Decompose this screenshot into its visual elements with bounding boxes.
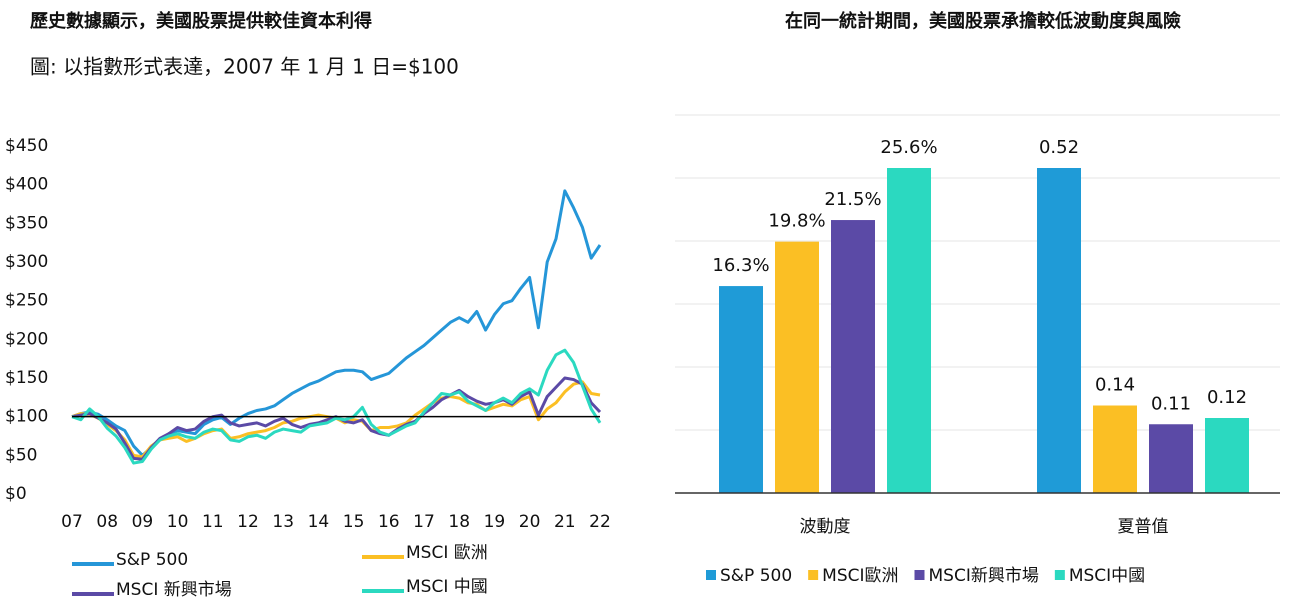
- x-tick-label: 18: [448, 512, 470, 532]
- legend-label: MSCI 歐洲: [406, 543, 488, 563]
- y-tick-label: $200: [5, 329, 48, 349]
- x-tick-label: 14: [308, 512, 330, 532]
- value-label: 16.3%: [712, 255, 769, 276]
- y-tick-label: $400: [5, 175, 48, 195]
- x-tick-label: 22: [589, 512, 611, 532]
- bar: [775, 241, 819, 493]
- x-tick-label: 15: [343, 512, 365, 532]
- y-tick-label: $300: [5, 252, 48, 272]
- x-tick-label: 08: [96, 512, 118, 532]
- bar: [831, 220, 875, 493]
- x-tick-label: 夏普值: [1118, 517, 1169, 537]
- y-tick-label: $100: [5, 407, 48, 427]
- bar: [1037, 168, 1081, 493]
- legend-label: MSCI 新興市場: [116, 580, 232, 600]
- x-tick-label: 17: [413, 512, 435, 532]
- left-subtitle: 圖: 以指數形式表達，2007 年 1 月 1 日=$100: [30, 55, 459, 79]
- legend-label: MSCI 中國: [406, 577, 488, 597]
- y-tick-label: $50: [5, 445, 37, 465]
- x-tick-label: 07: [61, 512, 83, 532]
- y-tick-label: $0: [5, 484, 27, 504]
- y-tick-label: $250: [5, 291, 48, 311]
- value-label: 0.14: [1095, 375, 1135, 396]
- bar: [887, 168, 931, 493]
- left-title: 歷史數據顯示，美國股票提供較佳資本利得: [30, 10, 372, 32]
- x-tick-label: 13: [272, 512, 294, 532]
- y-tick-label: $150: [5, 368, 48, 388]
- bar: [1093, 405, 1137, 493]
- x-tick-label: 19: [484, 512, 506, 532]
- legend-label: S&P 500: [720, 566, 792, 586]
- bar: [1205, 418, 1249, 493]
- x-tick-label: 波動度: [800, 517, 851, 537]
- value-label: 25.6%: [880, 137, 937, 158]
- legend-label: MSCI歐洲: [822, 566, 898, 586]
- value-label: 0.12: [1207, 387, 1247, 408]
- x-tick-label: 09: [132, 512, 154, 532]
- series-line: [71, 348, 602, 465]
- x-tick-label: 10: [167, 512, 189, 532]
- legend-swatch: [914, 570, 925, 580]
- x-tick-label: 21: [554, 512, 576, 532]
- legend-swatch: [1054, 570, 1065, 580]
- x-tick-label: 16: [378, 512, 400, 532]
- x-tick-label: 12: [237, 512, 259, 532]
- value-label: 19.8%: [768, 211, 825, 232]
- right-title: 在同一統計期間，美國股票承擔較低波動度與風險: [785, 10, 1181, 32]
- value-label: 0.11: [1151, 393, 1191, 414]
- legend-label: MSCI中國: [1069, 566, 1145, 586]
- bar: [719, 286, 763, 493]
- legend-swatch: [706, 570, 716, 580]
- value-label: 0.52: [1039, 137, 1079, 158]
- x-tick-label: 11: [202, 512, 224, 532]
- x-tick-label: 20: [519, 512, 541, 532]
- y-tick-label: $350: [5, 213, 48, 233]
- value-label: 21.5%: [824, 189, 881, 210]
- bar: [1149, 424, 1193, 493]
- y-tick-label: $450: [5, 136, 48, 156]
- legend-swatch: [808, 570, 819, 580]
- legend-label: MSCI新興市場: [929, 566, 1039, 586]
- legend-label: S&P 500: [116, 550, 188, 570]
